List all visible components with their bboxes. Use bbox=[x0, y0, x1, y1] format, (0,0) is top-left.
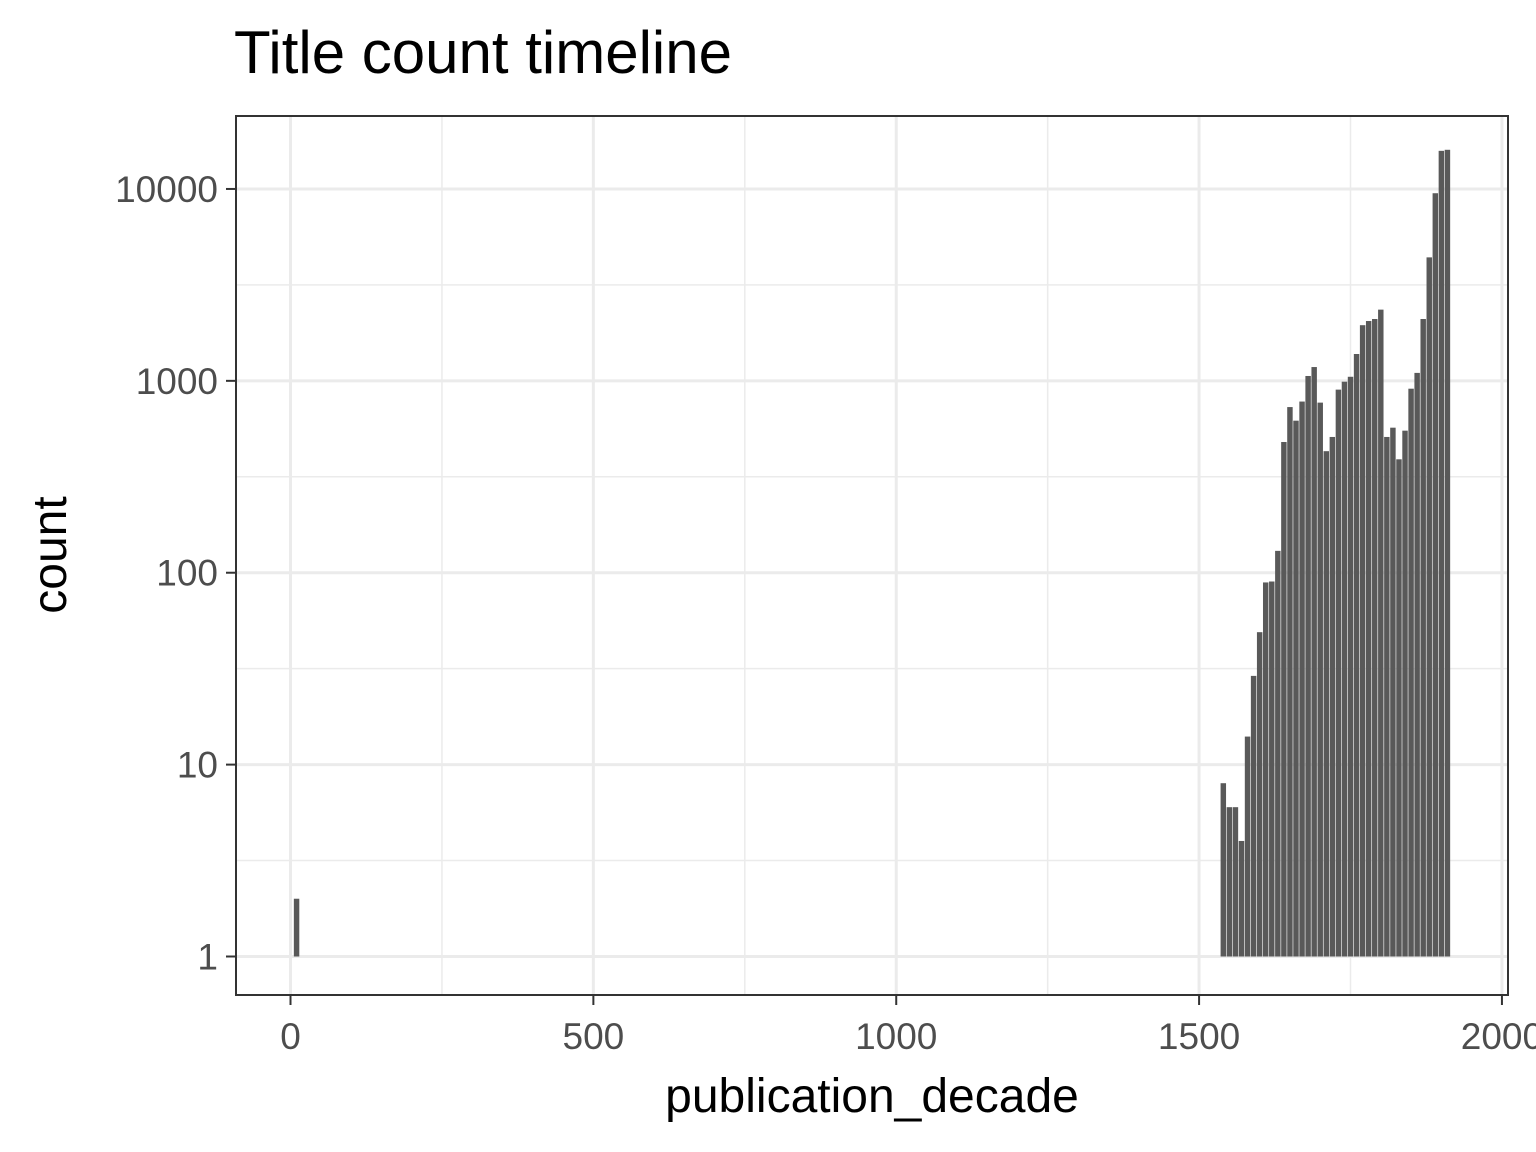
x-axis: 0 500 1000 1500 2000 bbox=[280, 995, 1536, 1057]
bar bbox=[1390, 427, 1396, 957]
bar bbox=[1299, 401, 1305, 957]
y-axis: 1 10 100 1000 10000 bbox=[115, 169, 236, 977]
y-tick-label: 100 bbox=[156, 553, 218, 594]
grid-minor bbox=[236, 116, 1508, 995]
x-tick-label: 0 bbox=[280, 1016, 301, 1057]
bar bbox=[1414, 372, 1420, 957]
bar bbox=[1444, 149, 1451, 957]
bar bbox=[1232, 807, 1239, 957]
bar bbox=[1317, 402, 1323, 957]
bar bbox=[1305, 375, 1311, 957]
bar bbox=[1269, 581, 1275, 957]
bar bbox=[1359, 325, 1366, 957]
bar bbox=[1256, 632, 1263, 957]
y-axis-title: count bbox=[24, 496, 77, 613]
bar bbox=[1226, 807, 1233, 957]
bar bbox=[1426, 257, 1432, 957]
bar bbox=[1432, 193, 1439, 957]
bar bbox=[1384, 436, 1390, 957]
bars bbox=[293, 149, 1451, 957]
bar bbox=[1220, 783, 1227, 957]
y-tick-label: 10000 bbox=[115, 169, 218, 210]
bar bbox=[1329, 436, 1336, 957]
bar bbox=[1341, 381, 1348, 957]
y-tick-label: 10 bbox=[177, 745, 218, 786]
bar bbox=[1402, 430, 1408, 957]
y-tick-label: 1 bbox=[197, 936, 218, 977]
chart-title: Title count timeline bbox=[234, 19, 732, 86]
bar bbox=[1365, 321, 1372, 957]
bar bbox=[1353, 354, 1360, 957]
plot-panel-border bbox=[235, 115, 1509, 996]
bar bbox=[293, 898, 300, 957]
x-tick-label: 500 bbox=[563, 1016, 625, 1057]
bar bbox=[1311, 367, 1317, 957]
x-tick-label: 1500 bbox=[1158, 1016, 1240, 1057]
bar bbox=[1293, 420, 1299, 957]
plot-background bbox=[236, 116, 1508, 995]
bar bbox=[1262, 582, 1269, 957]
bar bbox=[1238, 840, 1245, 957]
y-tick-label: 1000 bbox=[136, 361, 218, 402]
bar bbox=[1347, 376, 1354, 957]
x-tick-label: 2000 bbox=[1461, 1016, 1536, 1057]
bar bbox=[1378, 309, 1384, 957]
bar bbox=[1372, 319, 1378, 957]
bar bbox=[1438, 150, 1445, 957]
bar bbox=[1250, 675, 1257, 957]
bar bbox=[1408, 388, 1414, 957]
bar bbox=[1244, 736, 1251, 957]
x-axis-title: publication_decade bbox=[665, 1070, 1079, 1123]
bar bbox=[1396, 459, 1402, 957]
bar bbox=[1335, 389, 1342, 957]
bar bbox=[1420, 319, 1426, 957]
bar bbox=[1281, 442, 1287, 957]
bar bbox=[1275, 550, 1281, 957]
x-tick-label: 1000 bbox=[855, 1016, 937, 1057]
bar bbox=[1323, 451, 1330, 957]
bar bbox=[1287, 407, 1293, 957]
